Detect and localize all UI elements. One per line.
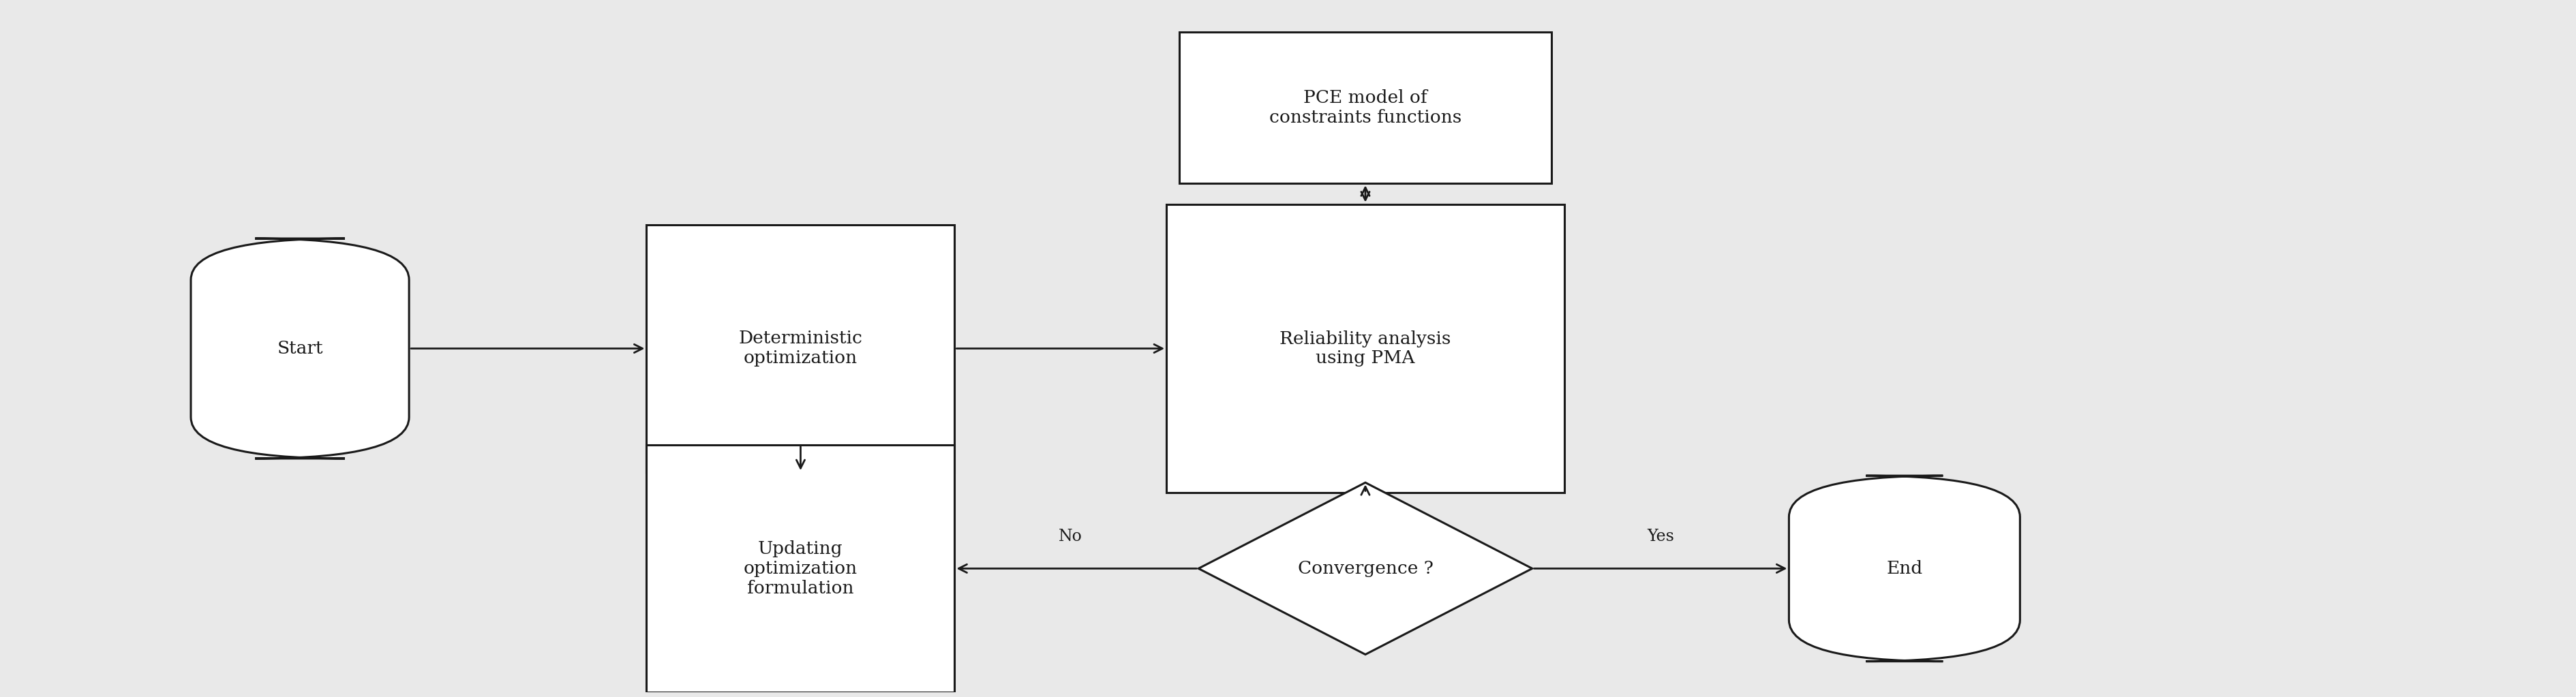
Text: Deterministic
optimization: Deterministic optimization xyxy=(739,330,863,367)
FancyBboxPatch shape xyxy=(1788,475,2020,661)
Text: End: End xyxy=(1886,560,1922,577)
Bar xyxy=(1167,204,1564,493)
Text: PCE model of
constraints functions: PCE model of constraints functions xyxy=(1270,89,1461,126)
Text: Convergence ?: Convergence ? xyxy=(1298,560,1432,577)
Text: Updating
optimization
formulation: Updating optimization formulation xyxy=(744,540,858,597)
Bar xyxy=(647,224,953,473)
Bar xyxy=(1180,32,1551,183)
Text: No: No xyxy=(1059,529,1082,544)
Polygon shape xyxy=(1198,482,1533,654)
FancyBboxPatch shape xyxy=(191,238,410,459)
Text: Start: Start xyxy=(276,340,322,357)
Text: Reliability analysis
using PMA: Reliability analysis using PMA xyxy=(1280,330,1450,367)
Bar xyxy=(647,445,953,692)
Text: Yes: Yes xyxy=(1646,529,1674,544)
